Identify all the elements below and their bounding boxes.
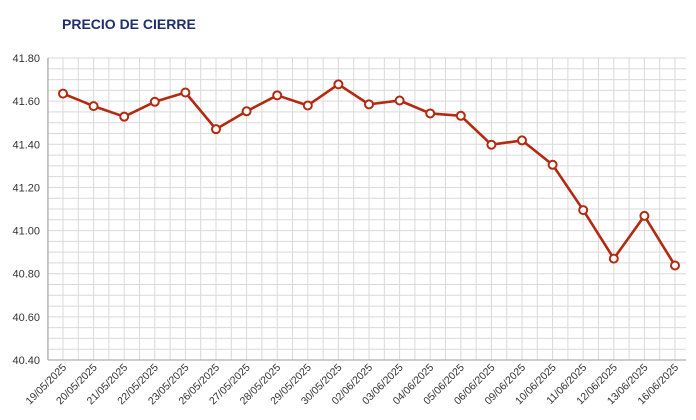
data-point [88, 101, 99, 112]
y-tick-label: 41.00 [12, 226, 40, 238]
data-point [149, 96, 160, 107]
data-point [639, 210, 650, 221]
data-point [119, 111, 130, 122]
data-point [241, 106, 252, 117]
y-tick-label: 41.80 [12, 53, 40, 65]
data-point [394, 95, 405, 106]
y-tick-label: 41.60 [12, 96, 40, 108]
data-point [58, 88, 68, 99]
data-point [608, 253, 619, 264]
data-point [364, 99, 374, 110]
data-point [486, 139, 497, 150]
data-point [302, 100, 313, 111]
data-point [578, 205, 589, 216]
y-tick-label: 41.20 [12, 182, 40, 194]
y-tick-label: 40.80 [12, 269, 40, 281]
axis-lines [47, 58, 686, 361]
data-point [211, 124, 221, 135]
y-tick-label: 40.40 [12, 355, 40, 367]
x-axis-ticks: 19/05/202520/05/202521/05/202522/05/2025… [23, 362, 681, 408]
data-point [455, 110, 466, 121]
data-point [425, 108, 436, 119]
data-point [180, 87, 191, 98]
series-group [58, 79, 680, 271]
y-tick-label: 41.40 [12, 139, 40, 151]
data-point [670, 260, 680, 271]
y-axis-ticks: 40.40 40.60 40.80 41.00 41.20 41.40 41.60 41.80 [12, 53, 40, 367]
y-tick-label: 40.60 [12, 312, 40, 324]
data-point [272, 90, 283, 101]
data-point [547, 159, 558, 170]
data-point [517, 135, 527, 146]
chart-title: PRECIO DE CIERRE [62, 16, 196, 32]
data-point [333, 79, 344, 90]
